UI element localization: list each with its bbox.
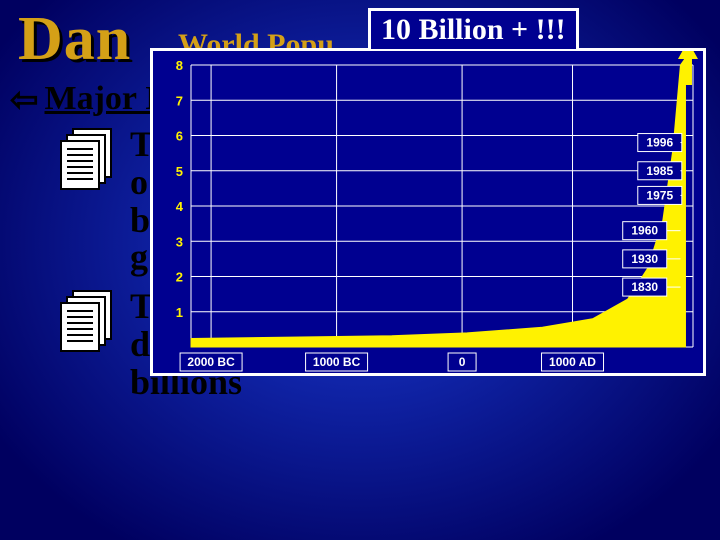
svg-text:5: 5: [176, 164, 183, 179]
svg-text:1985: 1985: [646, 164, 673, 178]
bullet-text: Major I: [45, 80, 159, 118]
doc-icon-0: [60, 128, 116, 192]
svg-text:0: 0: [459, 355, 466, 369]
chart-svg: 1 2 3 4 5 6 7 8 1996 1985 1975 1960 1930 1830 2000 BC 1…: [153, 51, 709, 379]
svg-text:1: 1: [176, 305, 183, 320]
svg-text:1930: 1930: [631, 252, 658, 266]
svg-text:2: 2: [176, 270, 183, 285]
svg-text:1960: 1960: [631, 224, 658, 238]
svg-text:3: 3: [176, 234, 183, 249]
slide-root: DanDanWorld Popu⇦Major ITobgTdbillions12…: [0, 0, 720, 540]
svg-text:1000 AD: 1000 AD: [549, 355, 596, 369]
chart-title: 10 Billion + !!!: [368, 8, 579, 49]
svg-text:7: 7: [176, 93, 183, 108]
svg-text:1996: 1996: [646, 136, 673, 150]
bullet-main: ⇦Major I: [10, 80, 158, 120]
svg-text:1975: 1975: [646, 188, 673, 202]
svg-text:6: 6: [176, 129, 183, 144]
svg-text:1000 BC: 1000 BC: [313, 355, 361, 369]
slide-title: Dan: [18, 4, 131, 75]
doc-icon-1: [60, 290, 116, 354]
bullet-arrow-icon: ⇦: [10, 80, 39, 120]
svg-text:1830: 1830: [631, 280, 658, 294]
area-series: [191, 58, 685, 347]
svg-text:2000 BC: 2000 BC: [187, 355, 235, 369]
svg-text:4: 4: [176, 199, 184, 214]
population-chart: 1 2 3 4 5 6 7 8 1996 1985 1975 1960 1930 1830 2000 BC 1…: [150, 48, 706, 376]
svg-text:8: 8: [176, 58, 183, 73]
